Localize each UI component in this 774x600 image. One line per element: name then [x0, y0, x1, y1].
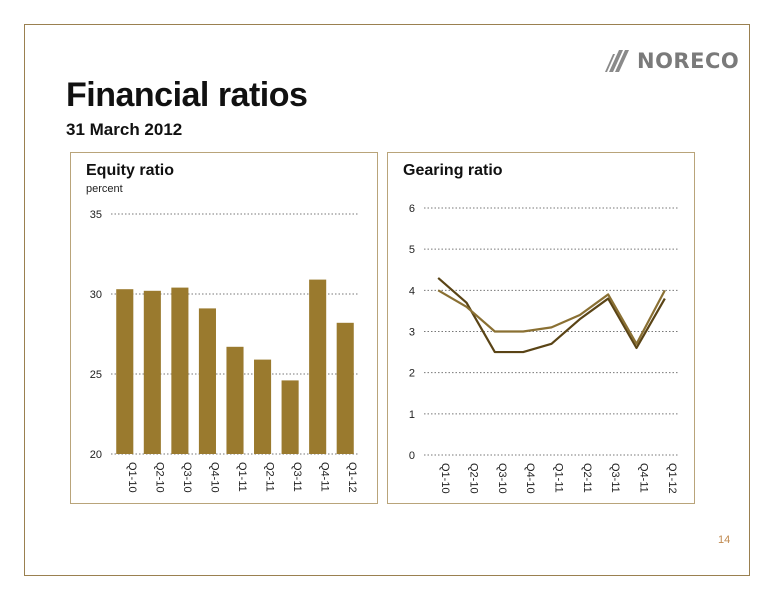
gearing-series-line-2 [437, 289, 666, 345]
equity-bar [143, 290, 161, 454]
gearing-xtick-label: Q3-11 [609, 463, 621, 493]
equity-ratio-chart: 20 25 30 35 Q1-10 Q2-10 Q3-10 Q4-10 Q1-11 Q2-11 Q3… [90, 209, 359, 493]
equity-bar [281, 380, 299, 454]
equity-xtick-label: Q1-11 [236, 462, 248, 492]
gearing-ytick-label: 5 [409, 244, 415, 256]
equity-bar [171, 287, 189, 454]
logo-stripes-icon [605, 50, 629, 72]
equity-ytick-label: 25 [90, 369, 102, 381]
equity-ytick-label: 30 [90, 289, 102, 301]
gearing-ratio-panel: Gearing ratio 0 1 2 3 4 5 6 Q1-10 Q2-10 Q3-10 Q4-1… [387, 152, 695, 504]
gearing-ytick-label: 6 [409, 203, 415, 215]
equity-chart-title: Equity ratio [86, 162, 175, 179]
gearing-xtick-label: Q4-11 [638, 463, 650, 493]
gearing-series-line-1 [437, 277, 666, 354]
slide-frame [24, 24, 750, 576]
gearing-xtick-label: Q2-11 [581, 463, 593, 493]
page-title: Financial ratios [66, 76, 308, 114]
gearing-xtick-label: Q4-10 [524, 463, 536, 494]
gearing-ratio-chart: 0 1 2 3 4 5 6 Q1-10 Q2-10 Q3-10 Q4-10 Q1-11 Q2-11 Q3-… [409, 203, 679, 494]
equity-ratio-panel: Equity ratio percent 20 25 30 35 Q1-10 Q2-10 Q… [70, 152, 378, 504]
equity-bar [198, 308, 216, 454]
gearing-ytick-label: 1 [409, 409, 415, 421]
equity-xtick-label: Q3-10 [181, 462, 193, 493]
equity-xtick-label: Q1-12 [346, 462, 358, 493]
equity-ytick-label: 35 [90, 209, 102, 221]
gearing-xtick-label: Q1-10 [439, 463, 451, 494]
equity-xtick-label: Q2-11 [264, 462, 276, 492]
equity-xtick-label: Q4-11 [319, 462, 331, 492]
equity-xtick-label: Q1-10 [126, 462, 138, 493]
equity-bar [309, 279, 327, 454]
gearing-ytick-label: 4 [409, 285, 415, 297]
gearing-xtick-label: Q1-12 [666, 463, 678, 494]
gearing-xtick-label: Q1-11 [553, 463, 565, 493]
equity-bar [226, 346, 244, 454]
company-logo: NORECO [605, 48, 739, 74]
equity-bar [254, 359, 272, 454]
equity-xtick-label: Q3-11 [291, 462, 303, 492]
equity-ytick-label: 20 [90, 449, 102, 461]
gearing-chart-title: Gearing ratio [403, 162, 503, 179]
gearing-ytick-label: 0 [409, 450, 415, 462]
equity-chart-unit: percent [86, 183, 123, 195]
page-subtitle: 31 March 2012 [66, 120, 183, 139]
equity-bar [336, 322, 354, 454]
gearing-xtick-label: Q3-10 [496, 463, 508, 494]
page-number: 14 [718, 534, 731, 546]
gearing-ytick-label: 3 [409, 327, 415, 339]
equity-xtick-label: Q2-10 [153, 462, 165, 493]
equity-bar [116, 289, 134, 454]
equity-xtick-label: Q4-10 [208, 462, 220, 493]
gearing-xtick-label: Q2-10 [468, 463, 480, 494]
gearing-ytick-label: 2 [409, 368, 415, 380]
logo-text: NORECO [637, 49, 740, 73]
